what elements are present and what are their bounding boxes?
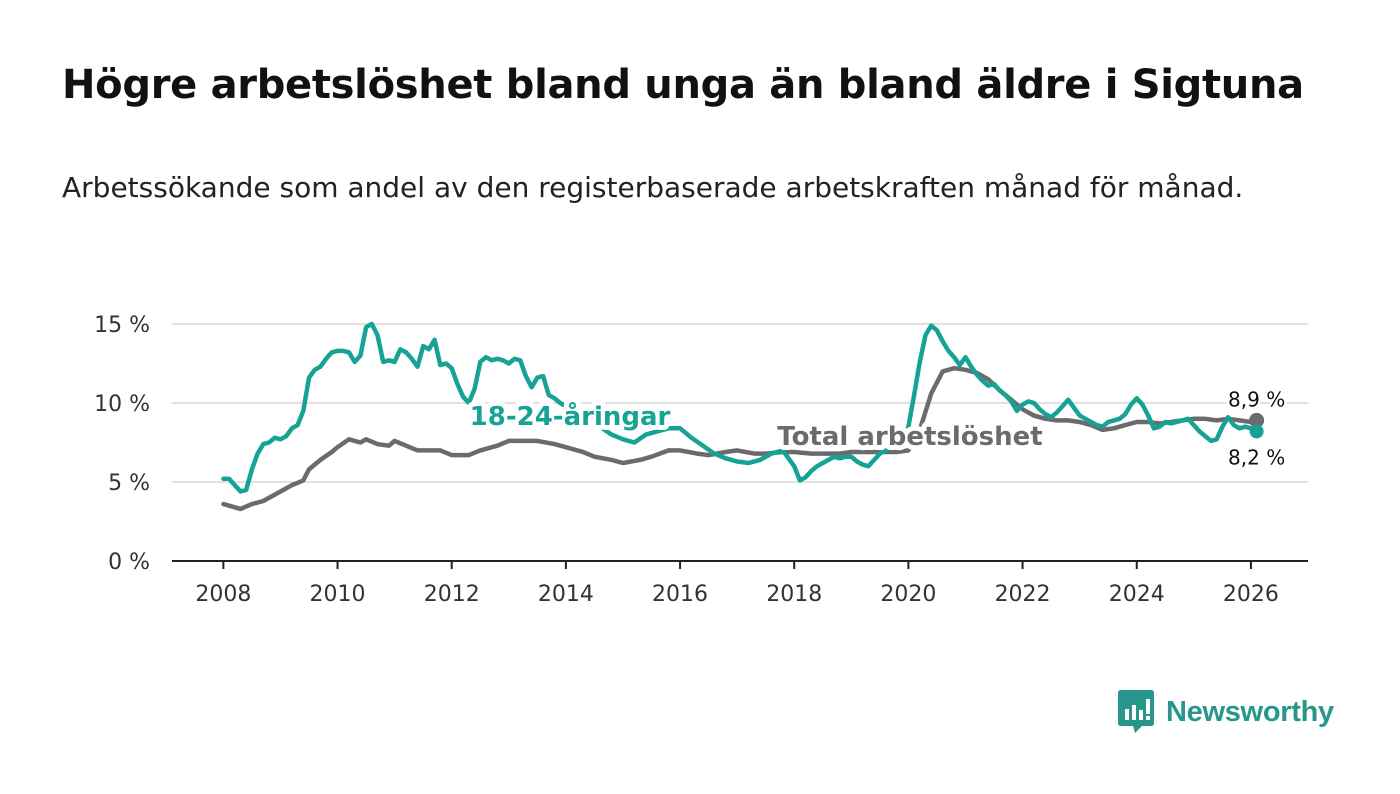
axes: 0 % 5 % 10 % 15 % 2008 2010 2012 2014 2016 2018 20… [94, 313, 1308, 607]
newsworthy-logo[interactable]: Newsworthy [1118, 690, 1334, 734]
end-marker-youth [1249, 424, 1264, 439]
end-value-youth: 8,2 % [1228, 445, 1285, 469]
gridlines [172, 323, 1308, 483]
y-tick-label: 15 % [94, 313, 150, 338]
x-tick-label: 2010 [310, 582, 366, 607]
x-tick-label: 2012 [424, 582, 480, 607]
end-marker-total [1249, 412, 1265, 428]
chart-title: Högre arbetslöshet bland unga än bland ä… [62, 62, 1304, 108]
end-value-total: 8,9 % [1228, 387, 1285, 411]
y-tick-label: 0 % [108, 550, 150, 575]
x-tick-label: 2022 [995, 582, 1051, 607]
x-tick-label: 2008 [195, 582, 251, 607]
brand-name: Newsworthy [1166, 695, 1334, 728]
series-line-youth [221, 321, 1259, 494]
x-tick-label: 2020 [880, 582, 936, 607]
y-tick-label: 10 % [94, 392, 150, 417]
series-line-total [221, 365, 1259, 512]
x-tick-label: 2018 [766, 582, 822, 607]
series-label-youth: 18-24-åringar [470, 400, 671, 432]
series-lines [221, 321, 1259, 512]
chart-subtitle: Arbetssökande som andel av den registerb… [62, 171, 1244, 204]
annotations: 8,9 % 8,2 % 18-24-åringar Total arbetslöshe… [465, 385, 1288, 472]
x-tick-label: 2026 [1223, 582, 1279, 607]
series-label-total: Total arbetslöshet [777, 422, 1042, 452]
newsworthy-logo-icon [1118, 690, 1154, 733]
y-tick-label: 5 % [108, 471, 150, 496]
x-tick-label: 2024 [1109, 582, 1165, 607]
x-tick-label: 2016 [652, 582, 708, 607]
x-tick-label: 2014 [538, 582, 594, 607]
